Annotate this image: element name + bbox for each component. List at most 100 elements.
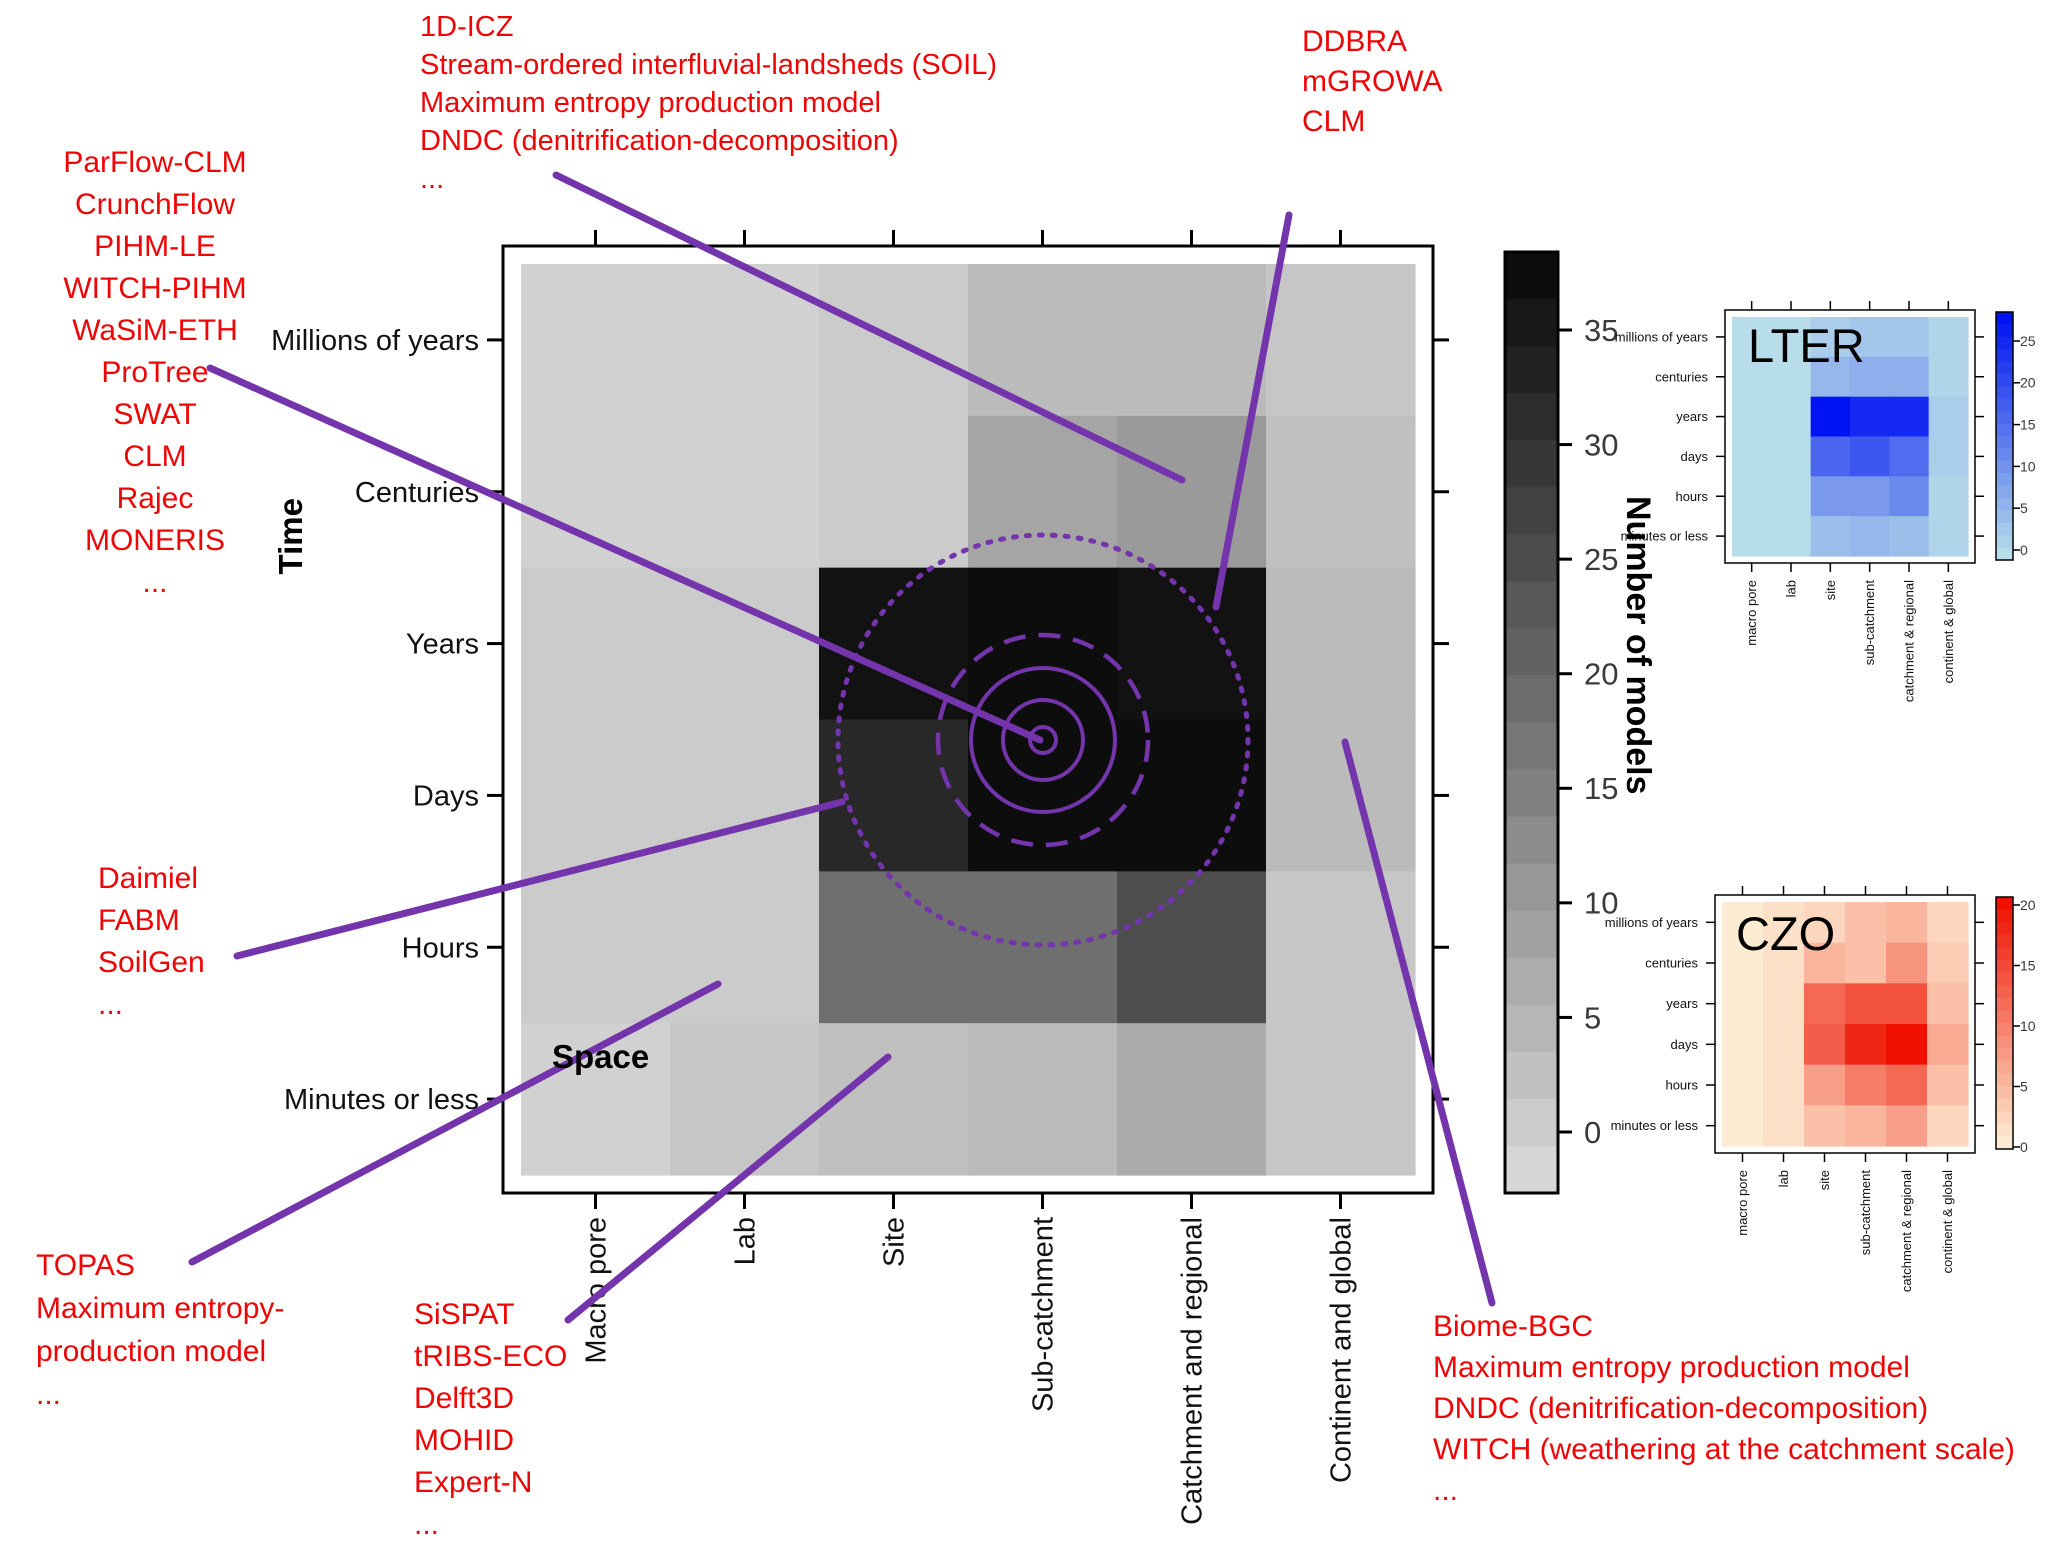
czo-cell: [1845, 942, 1887, 984]
czo-colorbar-step: [1996, 1073, 2013, 1087]
czo-cell: [1845, 902, 1887, 944]
y-axis-title-time: Time: [272, 498, 309, 575]
lter-y-tick-label: years: [1676, 409, 1708, 424]
lter-cell: [1771, 436, 1812, 477]
lter-colorbar-step: [1996, 336, 2013, 350]
czo-cell: [1927, 1064, 1969, 1106]
main-y-tick-label: Millions of years: [271, 325, 479, 357]
czo-cell: [1927, 1105, 1969, 1147]
bullseye-dotted-circle: [835, 532, 1251, 948]
lter-cell: [1928, 476, 1969, 517]
czo-cell: [1845, 1064, 1887, 1106]
lter-cell: [1771, 317, 1812, 358]
lter-cell: [1889, 476, 1930, 517]
lter-cell: [1732, 476, 1772, 517]
main-colorbar-tick-label: 25: [1584, 542, 1618, 577]
czo-cell: [1722, 983, 1764, 1025]
annotation-topas-model-list: TOPAS Maximum entropy- production model …: [36, 1249, 285, 1411]
czo-cell: [1886, 983, 1928, 1025]
top-right-models-pointer: [1212, 211, 1293, 611]
czo-colorbar-step: [1996, 972, 2013, 986]
main-colorbar-step: [1505, 628, 1558, 677]
annotation-sispat-model-list: SiSPAT tRIBS-ECO Delft3D MOHID Expert-N …: [414, 1298, 568, 1541]
lter-x-tick-label: sub-catchment: [1862, 580, 1877, 666]
lter-colorbar-step: [1996, 522, 2013, 536]
main-colorbar-border: [1503, 250, 1560, 1195]
lter-cell: [1810, 356, 1851, 398]
main-colorbar-step: [1505, 1004, 1558, 1053]
main-colorbar-step: [1505, 863, 1558, 912]
lter-y-tick-label: days: [1681, 449, 1709, 464]
czo-x-tick-label: catchment & regional: [1899, 1170, 1914, 1292]
left-models-pointer: [206, 364, 1044, 744]
lter-cell: [1810, 396, 1851, 438]
lter-colorbar-step: [1996, 374, 2013, 387]
czo-cell: [1927, 902, 1969, 944]
main-heatmap: Macro pore Lab Site Sub-catchment Catchment …: [271, 230, 1618, 1525]
lter-cell: [1810, 476, 1851, 517]
main-cell: [968, 567, 1118, 721]
x-axis-title-space: Space: [552, 1038, 650, 1075]
czo-cell: [1845, 1105, 1887, 1147]
czo-cell: [1804, 1024, 1846, 1066]
annotation-daimiel-model-list: Daimiel FABM SoilGen ...: [98, 862, 205, 1021]
czo-cell: [1804, 983, 1846, 1025]
lter-x-tick-label: catchment & regional: [1902, 580, 1917, 702]
lter-cell: [1771, 396, 1812, 438]
lter-colorbar-tick-label: 25: [2020, 333, 2036, 349]
lter-x-tick-label: site: [1823, 580, 1838, 600]
lter-cell: [1810, 317, 1851, 358]
main-x-tick-label: Sub-catchment: [1028, 1217, 1060, 1412]
czo-cell: [1886, 942, 1928, 984]
main-y-tick-label: Minutes or less: [284, 1084, 479, 1116]
lter-cell: [1810, 516, 1851, 557]
main-plot-border: [501, 244, 1435, 1195]
czo-colorbar-step: [1996, 1048, 2013, 1062]
czo-colorbar-step: [1996, 1123, 2013, 1137]
main-cell: [670, 415, 820, 569]
main-x-tick-label: Site: [879, 1217, 911, 1267]
czo-colorbar-step: [1996, 1010, 2013, 1024]
czo-colorbar-tick-label: 10: [2020, 1018, 2036, 1034]
lter-colorbar-tick-label: 5: [2020, 500, 2028, 516]
main-colorbar-step: [1505, 957, 1558, 1006]
lter-colorbar-tick-label: 15: [2020, 417, 2036, 433]
main-cell: [670, 264, 820, 417]
czo-cell: [1804, 1064, 1846, 1106]
annotation-left-model-list: ParFlow-CLM CrunchFlow PIHM-LE WITCH-PIH…: [63, 146, 247, 599]
lter-y-tick-label: millions of years: [1615, 329, 1709, 344]
main-colorbar-step: [1505, 1051, 1558, 1100]
lter-colorbar-border: [1995, 311, 2014, 561]
main-colorbar-step: [1505, 252, 1558, 300]
main-cell: [968, 264, 1118, 417]
czo-cell: [1804, 942, 1846, 984]
czo-colorbar-step: [1996, 909, 2013, 923]
main-cell: [670, 719, 820, 872]
main-colorbar-step: [1505, 769, 1558, 818]
czo-colorbar-step: [1996, 1060, 2013, 1074]
topas-models-pointer: [188, 980, 722, 1266]
czo-x-tick-label: site: [1817, 1170, 1832, 1190]
lter-colorbar-step: [1996, 547, 2013, 561]
czo-colorbar-tick-label: 0: [2020, 1139, 2028, 1155]
lter-colorbar-step: [1996, 423, 2013, 437]
lter-cell: [1928, 516, 1969, 557]
lter-x-tick-label: macro pore: [1744, 580, 1759, 646]
main-cell: [521, 415, 671, 569]
lter-cell: [1850, 436, 1890, 477]
czo-cell: [1886, 1024, 1928, 1066]
lter-cell: [1889, 317, 1930, 358]
top-models-pointer: [552, 171, 1186, 484]
czo-cell: [1845, 1024, 1887, 1066]
lter-colorbar-step: [1996, 436, 2013, 449]
czo-colorbar-step: [1996, 1023, 2013, 1037]
lter-colorbar-step: [1996, 535, 2013, 549]
bullseye-circle: [1028, 725, 1058, 755]
lter-colorbar-step: [1996, 473, 2013, 487]
lter-heatmap: macro pore lab site sub-catchment catchment …: [1615, 301, 2036, 702]
czo-colorbar-step: [1996, 897, 2013, 911]
main-colorbar-tick-label: 5: [1584, 1000, 1601, 1035]
main-cell: [1266, 1023, 1416, 1176]
main-colorbar-tick-label: 15: [1584, 771, 1618, 806]
